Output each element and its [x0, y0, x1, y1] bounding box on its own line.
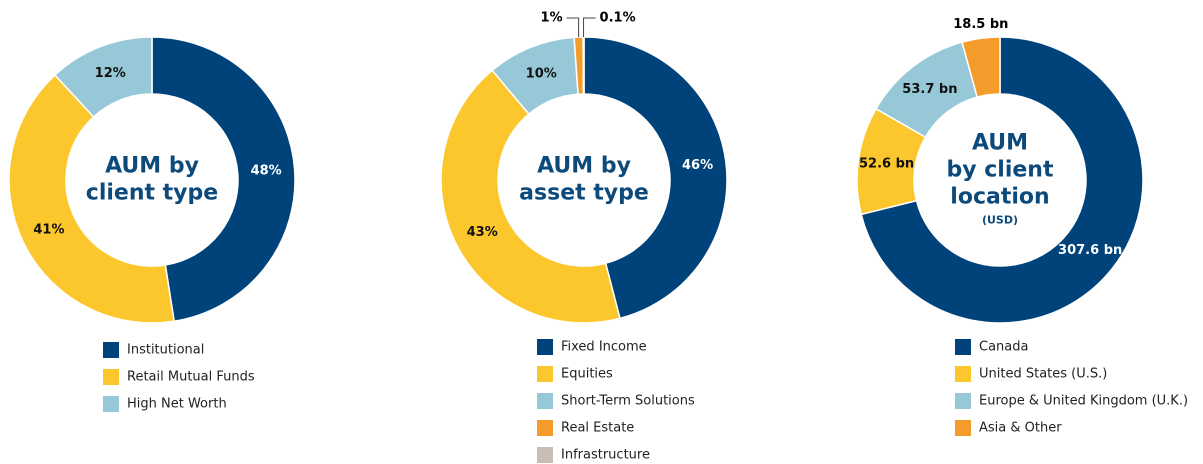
legend-swatch: [955, 339, 971, 355]
slice: [583, 36, 728, 320]
slice: [440, 69, 621, 324]
legend-label: High Net Worth: [127, 397, 227, 412]
data-label: 41%: [33, 222, 64, 237]
leader-line: [583, 17, 596, 38]
center-title: AUM: [972, 131, 1028, 156]
legend-swatch: [537, 420, 553, 436]
data-label: 18.5 bn: [953, 17, 1008, 32]
slice: [582, 36, 585, 95]
legend-label: Real Estate: [561, 421, 634, 436]
leader-line: [566, 17, 580, 38]
legend-label: Institutional: [127, 343, 204, 358]
legend-swatch: [537, 393, 553, 409]
legend-label: Europe & United Kingdom (U.K.): [979, 394, 1188, 409]
legend-swatch: [537, 339, 553, 355]
center-title: client type: [86, 181, 218, 206]
data-label: 12%: [95, 66, 126, 81]
slice: [8, 73, 176, 324]
legend-label: Fixed Income: [561, 340, 647, 355]
legend-swatch: [537, 447, 553, 463]
data-label: 0.1%: [600, 11, 636, 26]
slice: [860, 36, 1144, 324]
legend-label: Canada: [979, 340, 1028, 355]
legend-swatch: [103, 342, 119, 358]
legend-swatch: [537, 366, 553, 382]
data-label: 1%: [541, 11, 563, 26]
slice: [961, 36, 1001, 99]
legend-label: Short-Term Solutions: [561, 394, 695, 409]
data-label: 52.6 bn: [859, 157, 914, 172]
legend-swatch: [103, 369, 119, 385]
legend-label: Asia & Other: [979, 421, 1062, 436]
data-label: 43%: [467, 225, 498, 240]
legend-swatch: [955, 420, 971, 436]
center-title: AUM by: [537, 154, 631, 179]
data-label: 307.6 bn: [1058, 243, 1122, 258]
legend-swatch: [103, 396, 119, 412]
data-label: 10%: [526, 66, 557, 81]
slice: [151, 36, 296, 323]
center-title: location: [950, 185, 1049, 210]
legend-swatch: [955, 366, 971, 382]
data-label: 53.7 bn: [902, 82, 957, 97]
slice: [53, 36, 153, 118]
legend-label: Equities: [561, 367, 613, 382]
data-label: 48%: [251, 164, 282, 179]
legend-swatch: [955, 393, 971, 409]
center-title: by client: [947, 158, 1054, 183]
center-title: AUM by: [105, 154, 199, 179]
legend-label: Retail Mutual Funds: [127, 370, 255, 385]
legend-label: United States (U.S.): [979, 367, 1107, 382]
center-subtitle: (USD): [982, 214, 1018, 227]
center-title: asset type: [519, 181, 649, 206]
legend-label: Infrastructure: [561, 448, 650, 463]
data-label: 46%: [682, 158, 713, 173]
